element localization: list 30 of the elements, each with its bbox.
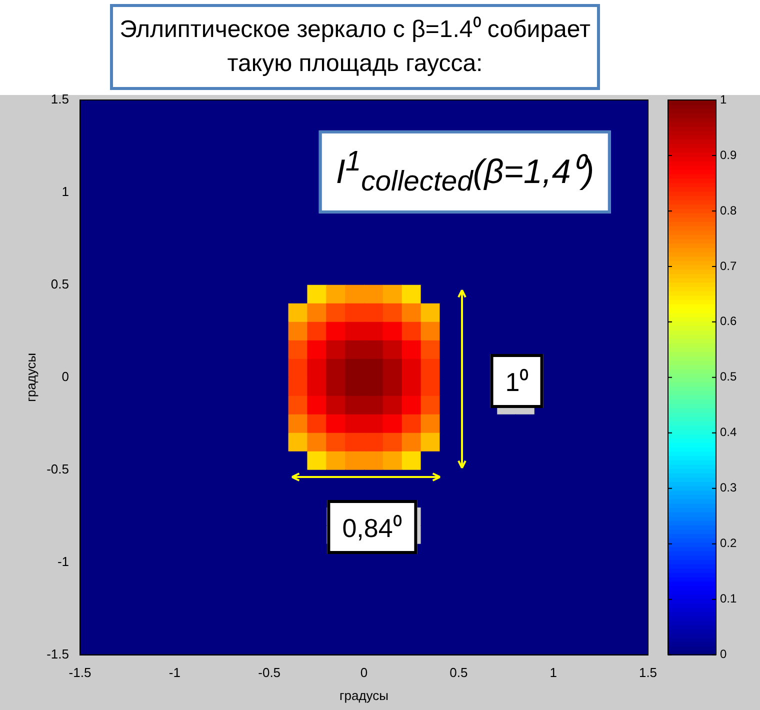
chart-title: Эллиптическое зеркало с β=1.4⁰ собирает такую площадь гаусса: <box>110 4 600 90</box>
color-bar-label: 0.2 <box>720 536 738 550</box>
color-bar-label: 0.4 <box>720 425 738 440</box>
x-tick-label: -0.5 <box>258 665 281 680</box>
y-tick-label: 0.5 <box>50 276 69 292</box>
annotation: 0,84⁰ <box>327 500 417 554</box>
color-bar-label: 1 <box>720 92 727 106</box>
color-bar-label: 0.3 <box>720 480 738 495</box>
y-tick-label: 1.5 <box>50 92 69 107</box>
annotation: 1⁰ <box>490 354 544 408</box>
color-bar-label: 0.1 <box>720 592 738 606</box>
y-tick-label: -0.5 <box>46 461 69 476</box>
color-bar-label: 0.5 <box>720 370 738 384</box>
x-tick-label: 1.5 <box>638 665 658 680</box>
x-tick-label: 0.5 <box>450 665 468 680</box>
x-tick-label: 0 <box>360 665 368 680</box>
color-bar-label: 0.6 <box>720 314 738 328</box>
y-tick-label: -1.5 <box>46 646 69 662</box>
annotation: I$^{1}$$_{collected}$(β=1,4⁰) <box>318 130 612 214</box>
color-bar-label: 0.8 <box>720 203 738 218</box>
color-bar-label: 0.9 <box>720 148 738 162</box>
y-axis-title: градусы <box>23 352 38 402</box>
x-tick-label: 1 <box>550 665 557 680</box>
y-tick-label: -1 <box>57 554 69 569</box>
x-axis-title: градусы <box>340 688 388 703</box>
color-bar-label: 0 <box>720 647 727 662</box>
color-bar-label: 0.7 <box>720 258 738 273</box>
y-tick-label: 1 <box>62 184 69 200</box>
x-tick-label: -1 <box>168 665 180 680</box>
y-tick-label: 0 <box>62 368 69 384</box>
